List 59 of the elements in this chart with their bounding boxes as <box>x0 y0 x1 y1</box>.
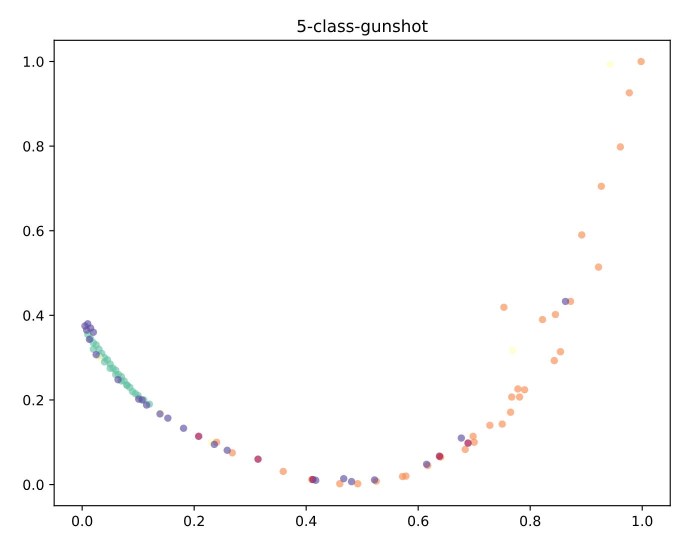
point <box>486 422 494 430</box>
x-tick-label: 0.2 <box>184 516 204 526</box>
point <box>402 472 410 480</box>
point <box>462 446 469 454</box>
point <box>500 304 508 311</box>
point <box>90 328 98 336</box>
point <box>508 393 516 401</box>
point <box>616 143 624 151</box>
point <box>92 351 100 358</box>
point <box>470 438 478 446</box>
point <box>164 414 172 422</box>
x-tick-label: 0.6 <box>408 516 428 526</box>
x-tick-label: 0.4 <box>296 516 316 526</box>
y-tick-label: 0.2 <box>23 394 44 406</box>
point <box>114 376 122 384</box>
y-tick-label: 1.0 <box>24 56 44 67</box>
point <box>82 326 90 334</box>
point <box>348 478 356 486</box>
point <box>180 424 188 432</box>
point <box>598 182 606 190</box>
point <box>90 346 98 353</box>
point <box>254 456 262 463</box>
point <box>506 408 514 416</box>
point <box>550 356 558 364</box>
point <box>458 434 465 442</box>
point <box>210 440 218 448</box>
y-tick-label: 0.6 <box>23 226 44 236</box>
point <box>312 476 320 484</box>
point <box>578 231 586 239</box>
point <box>336 480 344 488</box>
x-tick-label: 1.0 <box>632 516 652 526</box>
y-tick-label: 0.4 <box>23 310 44 321</box>
x-tick-label: 0.0 <box>72 516 92 526</box>
point <box>280 468 287 476</box>
point <box>556 348 564 356</box>
point <box>637 58 645 66</box>
point <box>538 316 546 324</box>
point <box>516 393 524 401</box>
point <box>514 385 522 393</box>
y-tick-label: 0.8 <box>23 141 44 152</box>
point <box>100 358 108 366</box>
point <box>194 432 202 440</box>
point <box>224 446 231 454</box>
point <box>509 346 517 354</box>
point <box>106 364 114 372</box>
point <box>354 480 362 488</box>
point <box>606 60 614 68</box>
point <box>520 386 528 394</box>
point <box>464 439 472 447</box>
point <box>498 420 506 428</box>
point <box>594 263 602 271</box>
point <box>626 89 634 96</box>
point <box>562 298 570 306</box>
chart-title: 5-class-gunshot <box>298 19 428 36</box>
y-tick-label: 0.0 <box>23 480 44 490</box>
point <box>340 474 348 482</box>
x-tick-label: 0.8 <box>520 516 540 526</box>
point <box>142 401 150 409</box>
point <box>552 310 560 318</box>
